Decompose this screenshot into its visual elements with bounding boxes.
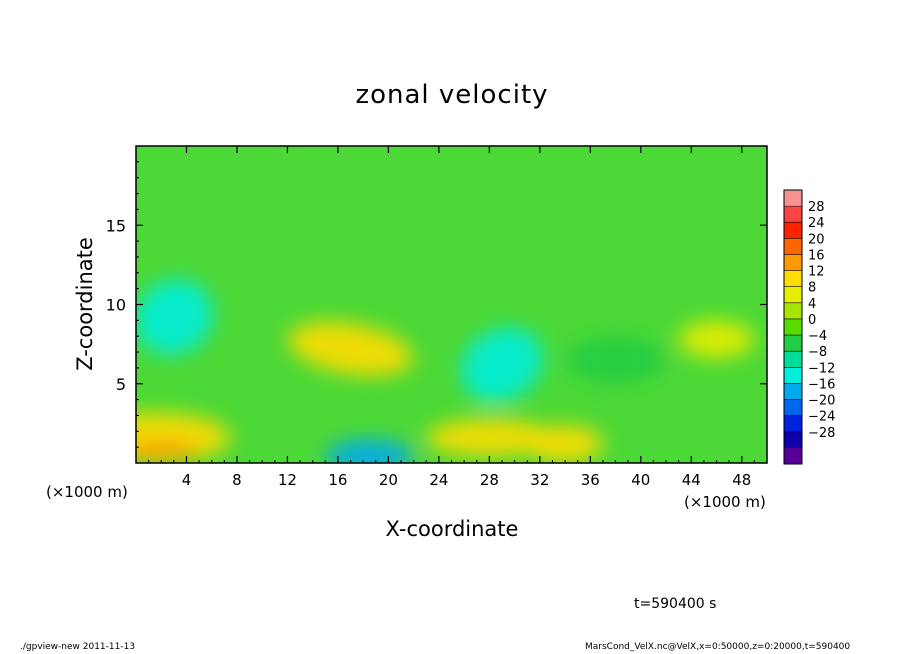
- colorbar-label: −16: [808, 377, 835, 392]
- colorbar-label: −8: [808, 345, 827, 360]
- colorbar-label: 8: [808, 281, 816, 296]
- x-tick-label: 44: [682, 471, 701, 489]
- colorbar-swatch: [784, 222, 802, 239]
- field-feature: [460, 327, 544, 402]
- colorbar-swatch: [784, 286, 802, 304]
- footer-left: ./gpview-new 2011-11-13: [20, 642, 136, 652]
- field-feature: [288, 321, 413, 377]
- colorbar-swatch: [784, 335, 802, 352]
- colorbar-label: 24: [808, 216, 825, 231]
- field-feature: [678, 320, 755, 359]
- plot-area: [135, 145, 768, 464]
- colorbar-swatch: [784, 254, 802, 272]
- chart-title: zonal velocity: [355, 80, 548, 110]
- x-tick-label: 12: [278, 471, 297, 489]
- colorbar-label: 16: [808, 248, 825, 263]
- x-axis: 4 8 12 16 20 24 28 32 36 40 44 48: [148, 146, 755, 489]
- colorbar-swatch: [784, 447, 802, 465]
- x-tick-label: 36: [581, 471, 600, 489]
- colorbar-frame: [783, 189, 803, 465]
- colorbar-label: 4: [808, 297, 816, 312]
- x-tick-label: 20: [379, 471, 398, 489]
- colorbar-label: 0: [808, 313, 816, 328]
- time-annotation: t=590400 s: [634, 596, 716, 612]
- colorbar-swatch: [784, 190, 802, 207]
- x-unit-right: (×1000 m): [684, 493, 766, 511]
- field-feature: [426, 418, 553, 457]
- field-features: [136, 279, 755, 463]
- y-axis: 5 10 15: [106, 161, 767, 448]
- x-tick-label: 24: [429, 471, 448, 489]
- colorbar-swatch: [784, 367, 802, 384]
- colorbar-label: −12: [808, 361, 835, 376]
- colorbar-label: −20: [808, 394, 835, 409]
- y-axis-label: Z-coordinate: [73, 237, 97, 371]
- field-feature: [136, 440, 200, 460]
- colorbar-label: −28: [808, 426, 835, 441]
- field-feature: [136, 279, 213, 355]
- y-tick-label: 5: [116, 375, 126, 394]
- footer-right: MarsCond_VelX.nc@VelX,x=0:50000,z=0:2000…: [585, 642, 851, 652]
- colorbar-swatch: [784, 415, 802, 433]
- x-tick-label: 16: [328, 471, 347, 489]
- field-background: [136, 146, 767, 463]
- x-tick-label: 28: [480, 471, 499, 489]
- colorbar-swatch: [784, 318, 802, 336]
- colorbar-swatch: [784, 383, 802, 401]
- colorbar-swatch: [784, 431, 802, 449]
- colorbar-label: 28: [808, 200, 825, 215]
- x-unit-left: (×1000 m): [46, 483, 128, 501]
- colorbar-label: −4: [808, 329, 827, 344]
- x-tick-label: 8: [232, 471, 242, 489]
- x-tick-label: 48: [732, 471, 751, 489]
- colorbar-swatch: [784, 270, 802, 288]
- colorbar-swatch: [784, 351, 802, 368]
- colorbar-swatch: [784, 238, 802, 255]
- colorbar-swatch: [784, 399, 802, 417]
- x-tick-label: 32: [530, 471, 549, 489]
- y-tick-label: 15: [106, 216, 126, 235]
- colorbar-label: 20: [808, 232, 825, 247]
- x-tick-label: 4: [182, 471, 192, 489]
- y-tick-label: 10: [106, 296, 126, 315]
- colorbar-label: 12: [808, 265, 825, 280]
- field-feature: [325, 439, 414, 463]
- x-axis-label: X-coordinate: [386, 517, 519, 541]
- x-tick-label: 40: [631, 471, 650, 489]
- colorbar-swatch: [784, 206, 802, 223]
- colorbar-label: −24: [808, 410, 835, 425]
- field-feature: [527, 424, 603, 463]
- colorbar-swatch: [784, 302, 802, 320]
- field-feature: [565, 336, 667, 384]
